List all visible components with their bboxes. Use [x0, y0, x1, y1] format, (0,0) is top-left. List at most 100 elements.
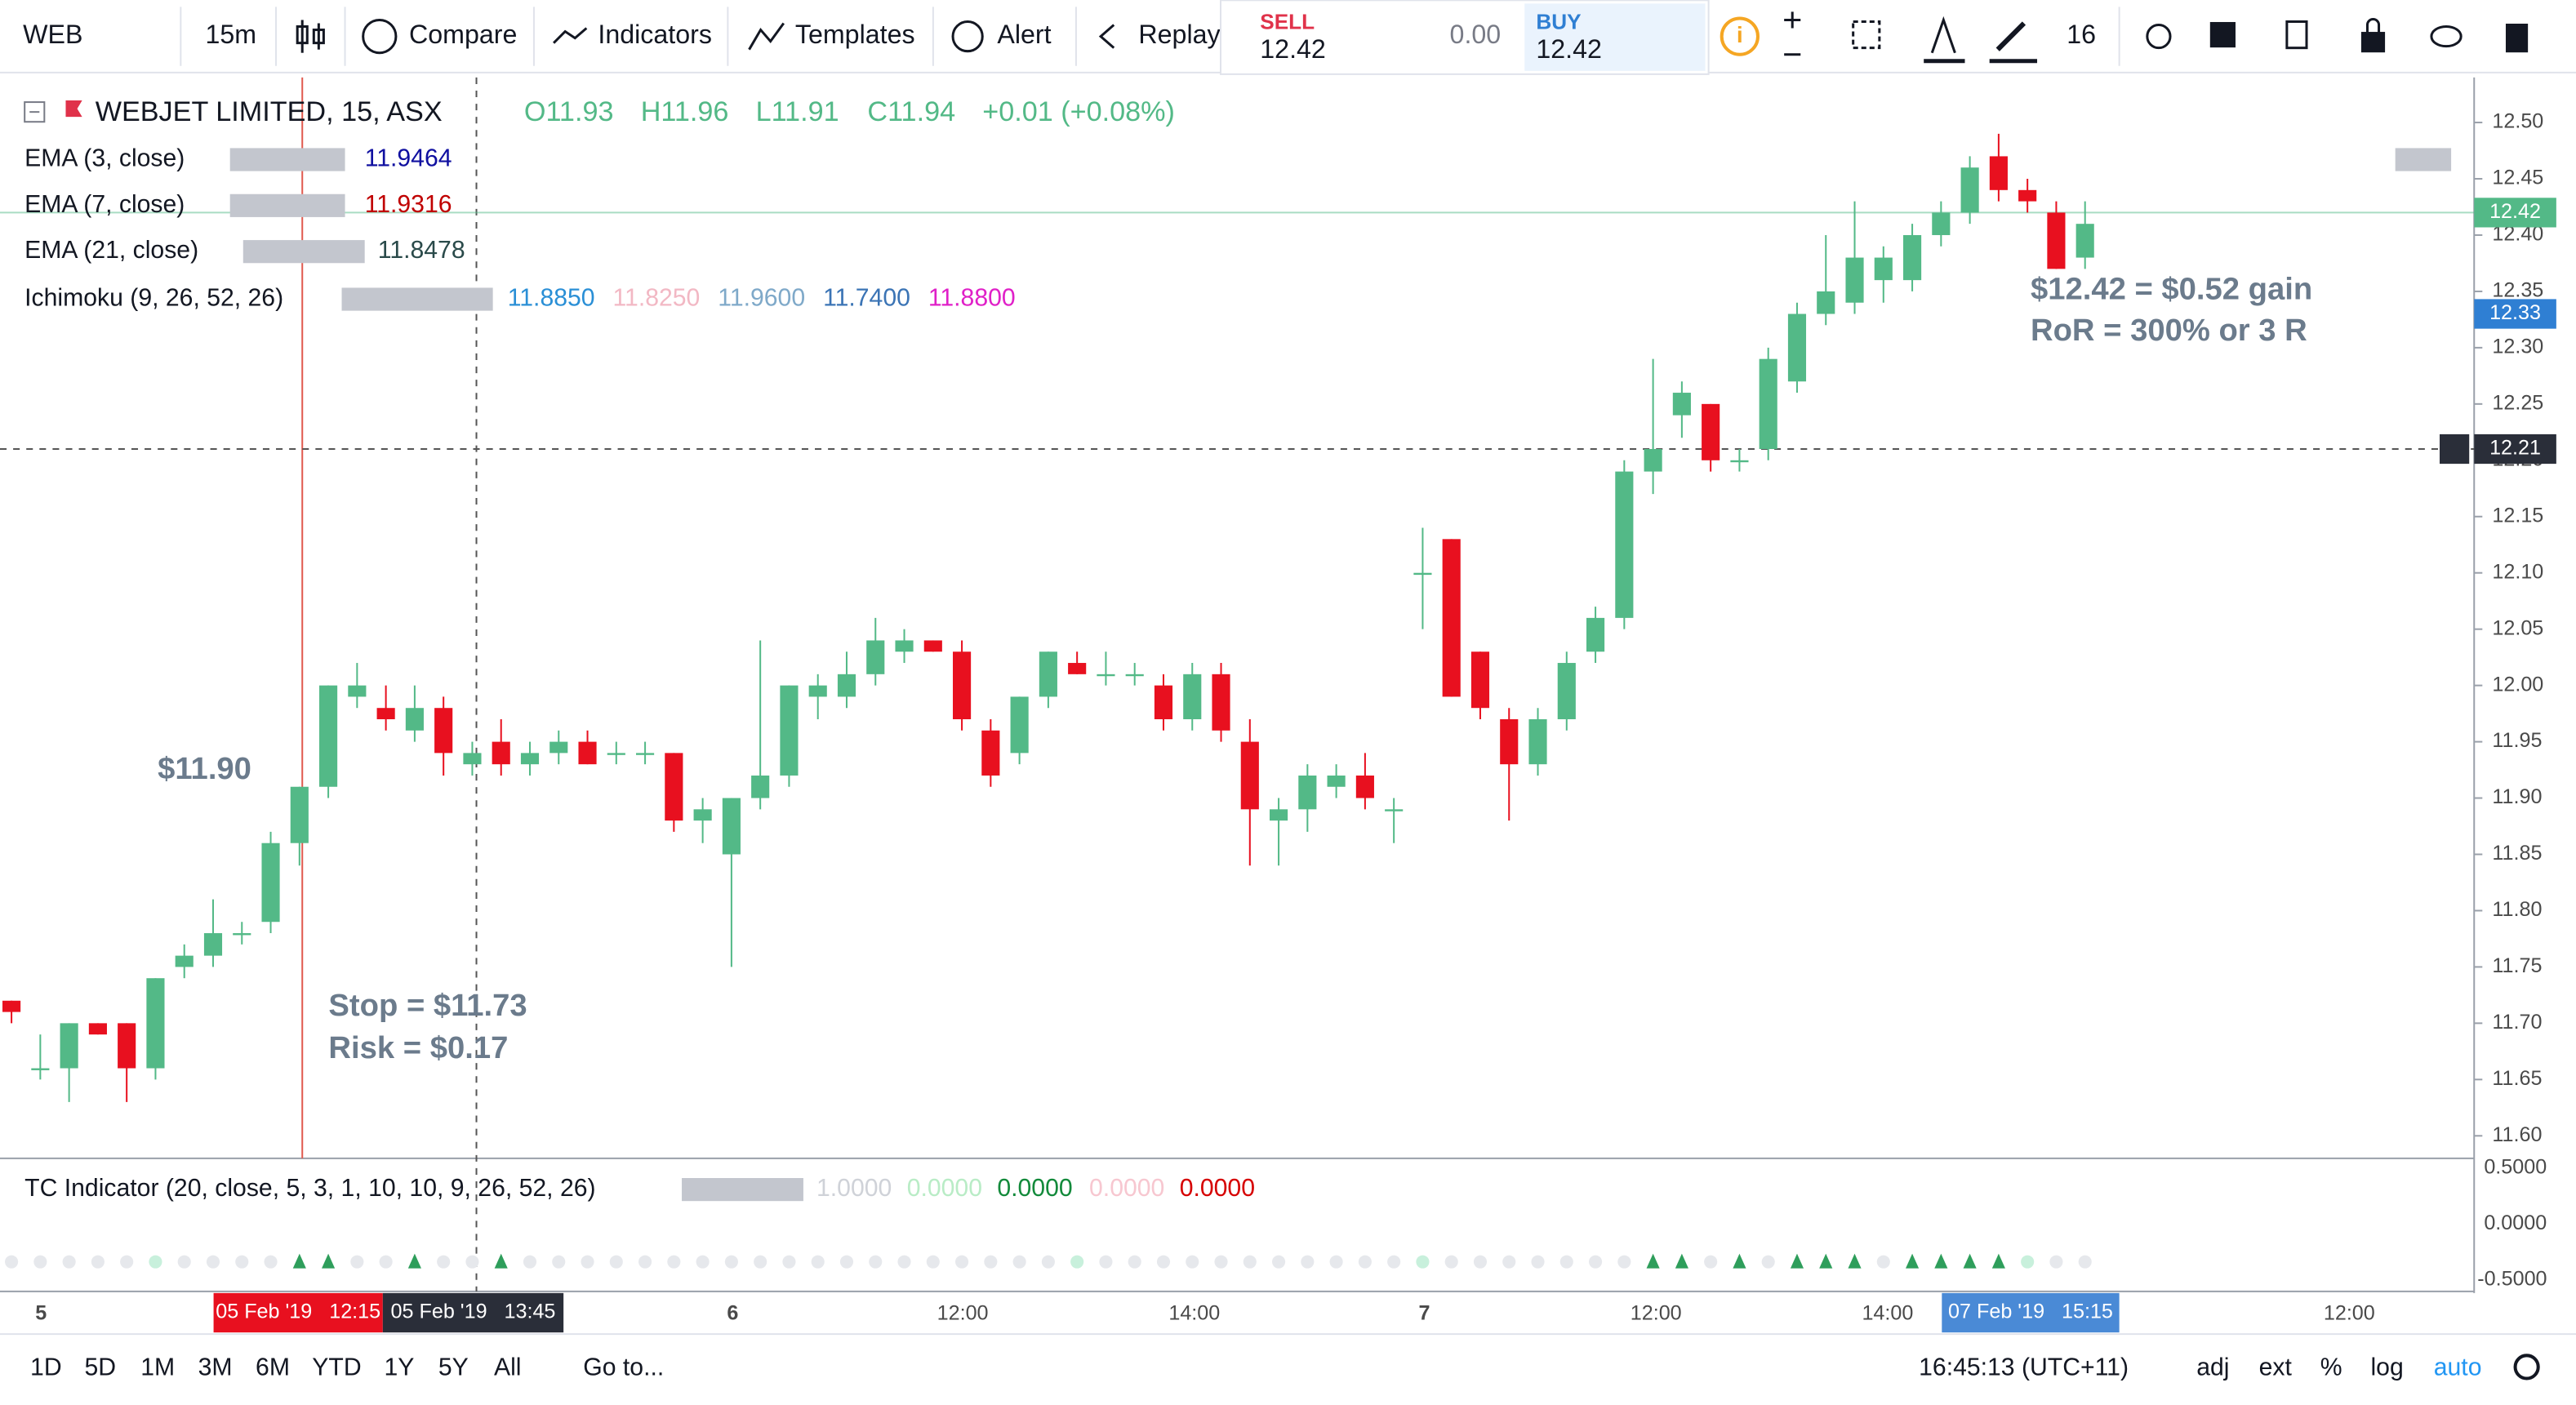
alert-button[interactable]: Alert	[997, 20, 1051, 49]
signal-dot	[638, 1255, 652, 1269]
signal-dot	[667, 1255, 681, 1269]
y-tick-label: 12.35	[2492, 279, 2543, 302]
candle-body	[203, 933, 223, 956]
candle-body	[1960, 167, 1979, 213]
crosshair-button[interactable]	[2439, 434, 2470, 465]
signal-arrow	[292, 1253, 306, 1269]
signal-dot	[552, 1255, 566, 1269]
indicator-name[interactable]: EMA (3, close)	[24, 145, 185, 171]
signal-dot	[811, 1255, 825, 1269]
indicator-value: 11.9600	[718, 284, 805, 311]
signal-arrow	[494, 1253, 508, 1269]
flag-icon[interactable]	[65, 100, 82, 118]
signal-dot	[33, 1255, 47, 1269]
signal-dot	[754, 1255, 767, 1269]
scale-option[interactable]: adj	[2196, 1354, 2229, 1381]
signal-dot	[264, 1255, 278, 1269]
price-marker	[2474, 434, 2556, 465]
signal-dot	[839, 1255, 854, 1269]
signal-arrow	[1963, 1253, 1977, 1269]
candle-body	[1586, 617, 1605, 652]
compare-icon[interactable]	[362, 18, 398, 55]
signal-dot	[62, 1255, 76, 1269]
tc-title[interactable]: TC Indicator (20, close, 5, 3, 1, 10, 10…	[24, 1175, 595, 1202]
price-marker	[2474, 198, 2556, 228]
drawing-tools[interactable]	[1784, 11, 2529, 64]
replay-icon[interactable]	[1098, 24, 1115, 49]
range-button[interactable]: 1Y	[384, 1354, 414, 1381]
cursor-time-label: 07 Feb '19 15:15	[1948, 1301, 2113, 1323]
compare-button[interactable]: Compare	[409, 20, 517, 49]
font-size[interactable]: 16	[2067, 20, 2096, 49]
range-button[interactable]: 5Y	[438, 1354, 469, 1381]
tc-value: 0.0000	[1089, 1175, 1164, 1202]
y-tick-label: 11.65	[2492, 1067, 2542, 1090]
signal-arrow	[1934, 1253, 1948, 1269]
range-button[interactable]: 1M	[140, 1354, 175, 1381]
indicator-name[interactable]: Ichimoku (9, 26, 52, 26)	[24, 284, 283, 311]
legend-buttons[interactable]	[229, 148, 2452, 1202]
candle-body	[578, 741, 597, 765]
signal-dot	[581, 1255, 594, 1269]
scale-option[interactable]: %	[2320, 1354, 2342, 1381]
signal-dot	[782, 1255, 796, 1269]
candle-body	[1817, 291, 1835, 314]
candle-body	[233, 933, 251, 936]
candle-body	[636, 753, 655, 755]
replay-button[interactable]: Replay	[1138, 20, 1221, 49]
candle-body	[1672, 393, 1691, 416]
interval[interactable]: 15m	[206, 20, 257, 49]
candle-body	[1989, 156, 2008, 190]
range-button[interactable]: 5D	[84, 1354, 116, 1381]
y-tick-label: 12.25	[2492, 391, 2543, 414]
y-tick-label: 12.30	[2492, 336, 2543, 358]
scale-option[interactable]: log	[2370, 1354, 2403, 1381]
range-button[interactable]: YTD	[312, 1354, 361, 1381]
collapse-box[interactable]	[24, 101, 46, 123]
signal-dot	[2021, 1255, 2035, 1269]
signal-dot	[177, 1255, 191, 1269]
alert-icon[interactable]	[951, 20, 984, 53]
signal-dot	[2049, 1255, 2063, 1269]
signal-dot	[1128, 1255, 1141, 1269]
indicator-name[interactable]: EMA (21, close)	[24, 237, 198, 264]
scale-option[interactable]: auto	[2434, 1354, 2482, 1381]
signal-arrow	[1906, 1253, 1920, 1269]
buy-box[interactable]	[1524, 3, 1706, 71]
sell-price: 12.42	[1260, 34, 1326, 64]
settings-icon[interactable]	[2513, 1354, 2540, 1381]
range-button[interactable]: 1D	[30, 1354, 62, 1381]
candle-body	[434, 708, 453, 754]
sell-box[interactable]	[1248, 3, 1430, 69]
signal-dot	[465, 1255, 479, 1269]
signal-arrow	[407, 1253, 421, 1269]
range-button[interactable]: 3M	[198, 1354, 233, 1381]
info-icon[interactable]	[1720, 16, 1760, 56]
tc-signals	[5, 1253, 2092, 1269]
candle-body	[953, 651, 972, 719]
indicator-name[interactable]: EMA (7, close)	[24, 191, 185, 218]
indicators-button[interactable]: Indicators	[598, 20, 712, 49]
signal-dot	[437, 1255, 451, 1269]
candle-body	[31, 1068, 50, 1070]
indicators-icon[interactable]	[553, 27, 588, 44]
candle-body	[981, 730, 1000, 776]
signal-dot	[1012, 1255, 1026, 1269]
range-button[interactable]: All	[494, 1354, 522, 1381]
signal-dot	[120, 1255, 134, 1269]
y-tick-label: 11.90	[2492, 785, 2542, 808]
candle-body	[118, 1023, 136, 1069]
templates-icon[interactable]	[748, 22, 785, 51]
indicator-value: 11.9316	[365, 191, 452, 218]
scale-option[interactable]: ext	[2259, 1354, 2293, 1381]
chart-type-icon[interactable]	[296, 20, 325, 53]
range-button[interactable]: 6M	[256, 1354, 290, 1381]
signal-dot	[984, 1255, 998, 1269]
signal-arrow	[1790, 1253, 1804, 1269]
goto-button[interactable]: Go to...	[583, 1354, 664, 1381]
symbol[interactable]: WEB	[23, 20, 82, 49]
indicator-value: 11.7400	[823, 284, 910, 311]
candle-body	[2047, 212, 2066, 269]
templates-button[interactable]: Templates	[795, 20, 915, 49]
